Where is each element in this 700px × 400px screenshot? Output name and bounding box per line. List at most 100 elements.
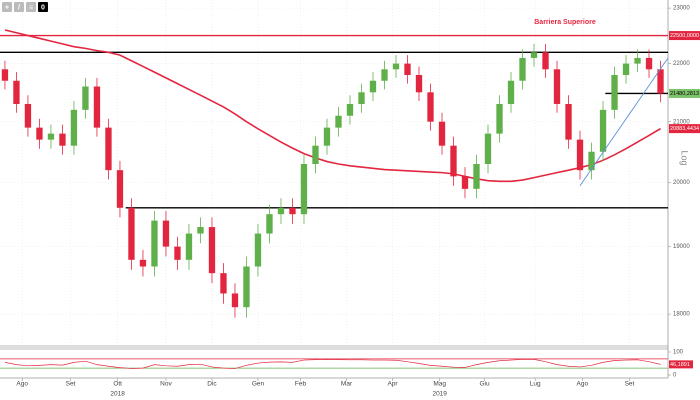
candle-body	[47, 133, 55, 140]
candle-body	[174, 246, 181, 260]
candle-body	[369, 80, 377, 93]
x-tick-label: Ago	[16, 381, 28, 388]
toolbar-icon[interactable]: +	[5, 4, 9, 11]
candle-body	[346, 103, 354, 116]
candle-body	[151, 220, 158, 267]
candle-body	[576, 139, 584, 171]
x-tick-label: Set	[625, 381, 635, 388]
candle-body	[622, 63, 630, 76]
candle-body	[599, 109, 607, 152]
moving-average	[4, 29, 661, 183]
candle-body	[231, 293, 239, 308]
x-tick-label: Apr	[387, 381, 398, 388]
candle-body	[1, 69, 9, 81]
candle-body	[36, 127, 43, 140]
panel-separator	[0, 345, 668, 350]
candle-body	[277, 207, 285, 215]
candle-body	[300, 163, 308, 215]
candle-body	[358, 92, 365, 104]
y-tick-label: 18000	[673, 312, 690, 318]
candle-body	[266, 214, 273, 234]
y-tick-label: 22000	[673, 61, 690, 67]
candle-body	[450, 145, 457, 177]
y-tick-label: 19000	[673, 244, 690, 250]
candle-body	[59, 133, 66, 146]
candle-body	[185, 233, 193, 260]
x-tick-label: Gen	[252, 381, 265, 388]
y-tick-label: 21000	[673, 119, 690, 125]
x-tick-label: Nov	[160, 381, 172, 388]
x-tick-label: Feb	[295, 381, 307, 388]
x-tick-label: Mar	[341, 381, 353, 388]
x-tick-label: Ago	[577, 381, 589, 388]
toolbar-icon[interactable]: 0	[41, 4, 45, 11]
candle-body	[473, 163, 480, 189]
x-tick-label: Set	[66, 381, 76, 388]
candle-body	[484, 133, 492, 164]
toolbar-icon[interactable]: /	[18, 4, 20, 11]
candle-body	[116, 170, 124, 208]
toolbar-icon[interactable]: ≡	[29, 4, 33, 11]
candle-body	[645, 57, 653, 70]
candle-body	[542, 52, 549, 70]
x-tick-label: Giu	[479, 381, 490, 388]
toolbar-button[interactable]	[38, 2, 48, 12]
y-tick-label: 23000	[673, 6, 690, 12]
candle-body	[335, 115, 342, 128]
candle-body	[105, 127, 112, 171]
y-tick-label: 20000	[673, 180, 690, 186]
trendline	[579, 57, 669, 186]
candle-body	[381, 69, 388, 81]
candle-body	[657, 69, 664, 94]
value-label: 21480,2813	[670, 91, 699, 97]
toolbar-button[interactable]	[14, 2, 24, 12]
x-tick-label: Mag	[433, 381, 446, 388]
candle-body	[530, 52, 538, 58]
candle-body	[220, 273, 227, 294]
level-label: 22500,0000	[670, 33, 699, 39]
candle-body	[323, 127, 331, 146]
year-label: 2018	[110, 391, 125, 398]
candle-body	[162, 220, 170, 247]
candle-body	[254, 233, 262, 267]
candle-body	[565, 103, 572, 140]
candle-body	[427, 92, 434, 122]
candle-body	[13, 80, 20, 104]
value-label-box	[669, 88, 700, 98]
year-label: 2019	[432, 391, 447, 398]
candle-body	[611, 75, 618, 110]
candle-body	[139, 259, 147, 267]
annotation: Barriera Superiore	[534, 19, 596, 26]
candle-body	[312, 145, 319, 164]
toolbar-button[interactable]	[26, 2, 36, 12]
candle-body	[208, 227, 216, 274]
candle-body	[392, 63, 400, 70]
toolbar-button[interactable]	[2, 2, 12, 12]
candle-body	[507, 80, 515, 104]
candle-body	[634, 57, 641, 64]
candle-body	[24, 103, 32, 128]
rsi-tick-label: 0	[673, 373, 677, 379]
rsi-line	[4, 359, 661, 369]
candle-body	[70, 109, 78, 146]
candle-body	[128, 207, 135, 260]
candle-body	[289, 207, 296, 215]
x-tick-label: Dic	[207, 381, 217, 388]
candle-body	[588, 151, 595, 171]
value-label-box	[669, 124, 700, 134]
candle-body	[197, 227, 204, 234]
x-tick-label: Lug	[530, 381, 541, 388]
value-label: 20883,4434	[670, 126, 699, 132]
candle-body	[82, 86, 89, 110]
candle-body	[93, 86, 101, 128]
candle-body	[415, 75, 423, 93]
candle-body	[243, 266, 250, 308]
x-tick-label: Ott	[113, 381, 122, 388]
rsi-label-box	[669, 360, 693, 369]
candle-body	[519, 57, 526, 81]
candle-body	[553, 69, 561, 104]
rsi-label: 46,1891	[670, 362, 690, 368]
candle-body	[496, 103, 503, 134]
